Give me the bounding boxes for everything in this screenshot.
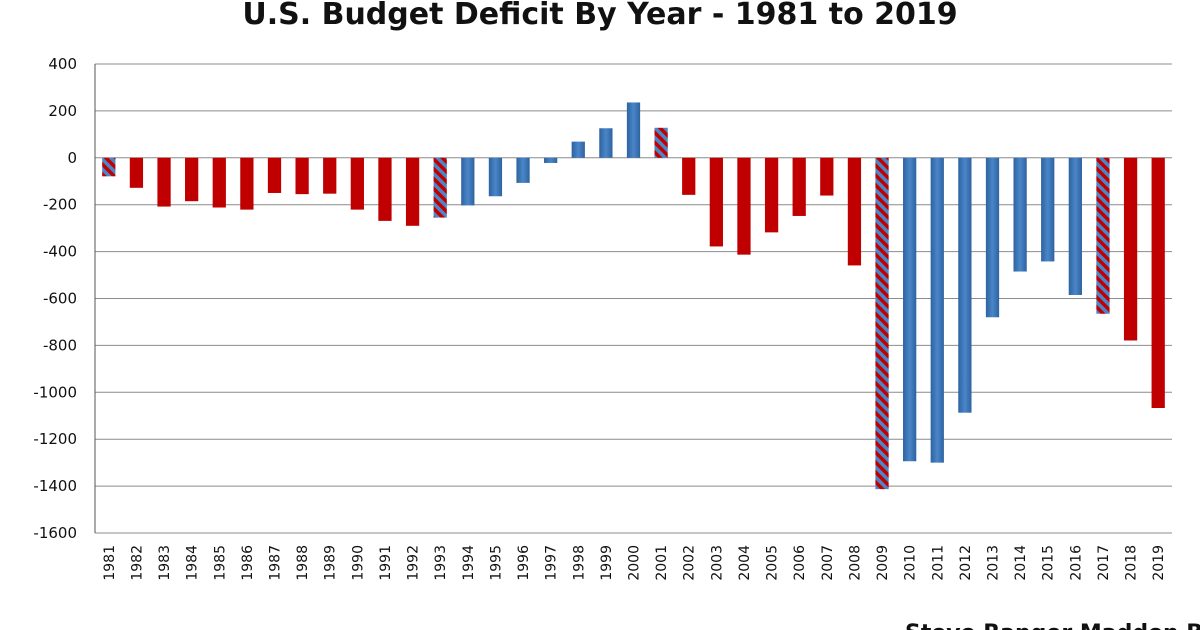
y-tick-label: -1000 (33, 383, 77, 401)
x-tick-label: 1989 (323, 545, 339, 581)
x-tick-label: 1984 (185, 545, 201, 581)
bar-2002 (682, 157, 696, 195)
x-tick-label: 2018 (1124, 545, 1140, 581)
bar-2010 (903, 157, 917, 462)
y-tick-label: -1200 (33, 430, 77, 448)
bar-2011 (930, 157, 944, 463)
x-tick-label: 2015 (1041, 545, 1057, 581)
y-tick-label: -400 (43, 243, 77, 261)
bar-2009 (875, 157, 889, 490)
bar-1986 (240, 157, 254, 210)
y-tick-label: -1600 (33, 524, 77, 542)
x-tick-label: 2007 (820, 545, 836, 581)
bar-1999 (599, 128, 613, 158)
bar-2003 (709, 157, 723, 247)
x-tick-label: 1993 (433, 545, 449, 581)
x-tick-label: 2012 (958, 545, 974, 581)
bar-2019 (1151, 157, 1165, 409)
bar-2008 (847, 157, 862, 266)
x-tick-label: 2003 (709, 545, 725, 581)
bar-1983 (157, 157, 171, 207)
x-tick-label: 1987 (268, 545, 284, 581)
bar-1994 (461, 157, 475, 206)
x-tick-label: 2001 (654, 545, 670, 581)
bar-1997 (544, 157, 558, 163)
bar-2018 (1123, 157, 1138, 341)
x-tick-label: 2009 (875, 545, 891, 581)
bar-1995 (488, 157, 503, 197)
x-tick-label: 2005 (765, 545, 781, 581)
x-tick-label: 1981 (102, 545, 118, 581)
bar-1989 (323, 157, 337, 194)
x-tick-label: 2011 (930, 545, 946, 581)
x-tick-label: 1982 (129, 545, 145, 581)
bars (102, 102, 1165, 490)
bar-2017 (1096, 157, 1110, 314)
x-tick-label: 2000 (627, 545, 643, 581)
x-tick-label: 2016 (1068, 545, 1084, 581)
y-tick-label: -800 (43, 336, 77, 354)
x-tick-label: 1990 (350, 545, 366, 581)
x-tick-label: 1992 (406, 545, 422, 581)
y-axis-tick-labels: 400 200 0 -200 -400 -600 -800 -1000 -1200 -1400 -1… (33, 55, 77, 542)
x-tick-label: 2019 (1151, 545, 1167, 581)
y-tick-label: -1400 (33, 477, 77, 495)
bar-1991 (378, 157, 392, 221)
x-axis-tick-labels: 1981 1982 1983 1984 1985 1986 1987 1988 1989 1990… (102, 545, 1167, 581)
x-tick-label: 2014 (1013, 545, 1029, 581)
x-tick-label: 2010 (903, 545, 919, 581)
bar-1992 (405, 157, 420, 226)
bar-2016 (1068, 157, 1082, 295)
x-tick-label: 1991 (378, 545, 394, 581)
chart-credit: Steve Ranger Madden Blog (905, 621, 1200, 630)
bar-1985 (212, 157, 226, 208)
bar-1981 (102, 157, 116, 177)
bar-1993 (433, 157, 447, 218)
x-tick-label: 1986 (240, 545, 256, 581)
bar-1984 (185, 157, 199, 202)
x-tick-label: 2002 (682, 545, 698, 581)
y-tick-label: 0 (67, 149, 77, 167)
x-tick-label: 2006 (792, 545, 808, 581)
bar-1988 (295, 157, 309, 195)
x-tick-label: 1997 (544, 545, 560, 581)
bar-1982 (129, 157, 144, 188)
x-tick-label: 1996 (516, 545, 532, 581)
bar-2004 (737, 157, 751, 255)
x-tick-label: 2017 (1096, 545, 1112, 581)
x-tick-label: 1988 (295, 545, 311, 581)
x-tick-label: 1995 (488, 545, 504, 581)
bar-2001 (654, 127, 668, 158)
bar-1998 (571, 141, 585, 158)
y-tick-label: 200 (48, 102, 77, 120)
x-tick-label: 1998 (571, 545, 587, 581)
bar-2000 (626, 102, 641, 158)
y-tick-label: 400 (48, 55, 77, 73)
bar-1990 (350, 157, 364, 210)
x-tick-label: 1983 (157, 545, 173, 581)
bar-2007 (820, 157, 834, 196)
x-tick-label: 2008 (847, 545, 863, 581)
y-tick-label: -200 (43, 196, 77, 214)
x-tick-label: 1994 (461, 545, 477, 581)
bar-2014 (1013, 157, 1027, 272)
chart-title: U.S. Budget Deficit By Year - 1981 to 20… (242, 0, 957, 32)
bar-2015 (1041, 157, 1055, 262)
bar-2005 (764, 157, 779, 233)
x-tick-label: 2004 (737, 545, 753, 581)
bar-2012 (958, 157, 972, 413)
x-tick-label: 2013 (986, 545, 1002, 581)
x-tick-label: 1985 (212, 545, 228, 581)
bar-2013 (985, 157, 1000, 318)
bar-2006 (792, 157, 806, 216)
bar-1996 (516, 157, 530, 183)
x-tick-label: 1999 (599, 545, 615, 581)
bar-1987 (267, 157, 282, 193)
y-tick-label: -600 (43, 290, 77, 308)
